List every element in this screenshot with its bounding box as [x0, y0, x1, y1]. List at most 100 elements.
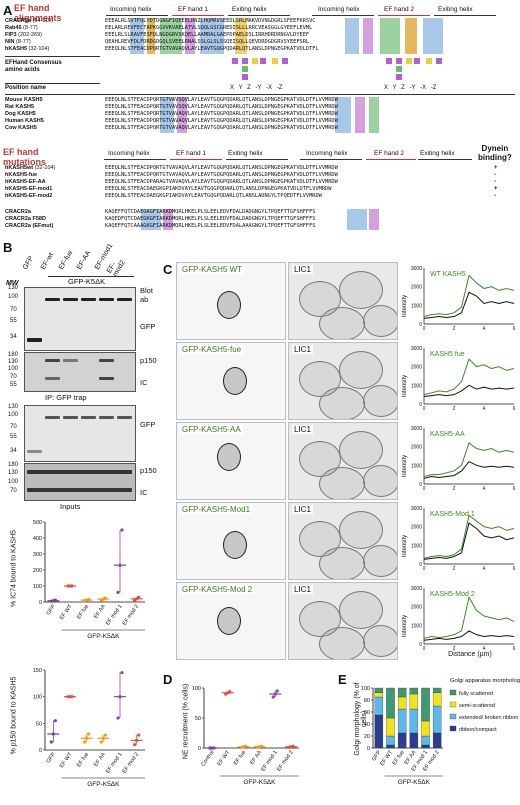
align-cracr-highlights [105, 209, 515, 230]
hdr-incoming-2: Incoming helix [318, 6, 360, 13]
align-top-highlights [105, 18, 515, 54]
blot-ab-label-2: ab [140, 295, 149, 304]
hdr-line-1 [106, 15, 168, 16]
b-p150-point-2-1 [85, 736, 89, 740]
position-cols-1: X Y Z -Y -X -Z [230, 85, 283, 91]
consensus-boxes-2 [386, 58, 446, 82]
b-p150-point-5-2 [137, 733, 141, 737]
c-prof-legend-3: KASH5-Mod 1 [430, 511, 475, 518]
e-bar-1-0 [386, 744, 395, 749]
b-ic74-ytick-label-1: 100 [33, 584, 42, 590]
row-top-4-name: hKASH5 (32-104) [5, 46, 50, 52]
align-species-highlights [105, 97, 515, 133]
b-ic74-point-5-2 [137, 595, 141, 599]
b-p150-point-3-0 [99, 740, 103, 744]
c-prof-xtick-2-3: 6 [513, 486, 516, 492]
c-prof-xtick-1-1: 2 [453, 406, 456, 412]
b-ic74-ytick-label-4: 400 [33, 536, 42, 542]
gfp-label-ip: GFP [140, 322, 156, 331]
e-bar-0-1 [374, 696, 384, 716]
section1-title-line2: alignments [14, 13, 62, 23]
row-top-3-seq: QEAHLREVFDLFDRDGDGQLSVEELRNALSSLGLSLSSQE… [105, 39, 310, 45]
row-mut-4-seq: EEEQLNLSTFEACDAEGKGPIAKDVAYLEAVTGQGPQDAR… [105, 193, 322, 199]
c-prof-xtick-3-0: 0 [423, 566, 426, 572]
b-p150-point-5-1 [135, 738, 139, 742]
d-xtick-label-1: EF WT [217, 749, 232, 767]
hdr-efhand-1: EF hand 1 [178, 6, 208, 13]
row-mut-1-binding: - [494, 172, 496, 178]
row-cracr-2-seq: KAQEFFQTCAAAGKGFIARKDMQRLHKELPLSLEELEDVF… [105, 223, 316, 229]
c-prof-xtick-0-1: 2 [453, 326, 456, 332]
e-bar-4-3 [421, 687, 430, 722]
panel-a-section1-title: EF hand alignments [14, 3, 62, 23]
panel-c-lic1-image-3: LIC1 [288, 502, 398, 580]
b-p150-point-1-2 [70, 695, 74, 699]
e-bar-5-3 [432, 687, 442, 693]
row-species-2-name: Dog KASH5 [5, 111, 36, 117]
b-p150-ytick-label-0: 0 [39, 748, 42, 754]
hdr-exiting-1: Exiting helix [232, 6, 267, 13]
consensus-label: EFHand Consensus amino acids [5, 60, 62, 74]
e-bar-1-1 [386, 735, 395, 746]
e-xtick-label-0: GFP [371, 749, 383, 762]
lane-labels: GFP EF-wt EF-fue EF-AA EF-mod1 EF-mod2 [22, 243, 138, 278]
e-bar-3-0 [409, 732, 419, 749]
panel-c-lic1-label-1: LIC1 [292, 345, 313, 354]
c-prof-ylabel-4: Intensity [402, 615, 408, 637]
mw-mid-1: 130 [8, 359, 19, 365]
consensus-label-2: amino acids [5, 67, 40, 73]
b-p150-point-4-2 [120, 671, 124, 675]
dynein-binding-label: Dynein binding? [478, 144, 512, 162]
hdr-incoming-1: Incoming helix [110, 6, 152, 13]
c-prof-ytick-2-3: 0 [419, 482, 422, 488]
c-prof-green-2 [423, 442, 515, 478]
c-prof-ytick-0-1: 2000 [411, 285, 422, 291]
e-bar-4-0 [421, 744, 430, 749]
chart-e-ylabel: Golgi morphology (% of cells) [354, 682, 368, 756]
row-top-2-seq: EEELRLSLRAVFESFDLNGDGRVSKQELLAAMRALGAEPD… [105, 32, 310, 38]
c-prof-ytick-3-2: 1000 [411, 543, 422, 549]
row-species-2-seq: EEEQLNLSTFEACDPQRTGTVAVAQVLAYLEAVTGQGPQD… [105, 111, 338, 117]
ic-label-input: IC [140, 488, 148, 497]
mw-in-top-2: 70 [10, 424, 17, 430]
mw-mid-0: 180 [8, 352, 19, 358]
chart-b-ic74-ylabel: % IC74 bound to KASH5 [10, 529, 18, 608]
c-prof-ytick-2-2: 1000 [411, 463, 422, 469]
panel-c-lic1-image-4: LIC1 [288, 582, 398, 660]
row-mut-2-name: hKASH5-EF-AA [5, 179, 46, 185]
b-ic74-ytick-label-5: 500 [33, 520, 42, 526]
group-bracket-b [48, 276, 134, 277]
c-prof-xtick-2-0: 0 [423, 486, 426, 492]
b-p150-ytick-label-1: 50 [36, 721, 42, 727]
b-ic74-ytick-label-2: 200 [33, 568, 42, 574]
d-point-4-2 [275, 689, 279, 693]
b-p150-xtick-label-5: EF mod 2 [122, 752, 141, 775]
row-cracr-1-name: CRACR2a F58D [5, 216, 46, 222]
c-prof-legend-1: KASH5 fue [430, 351, 465, 358]
c-prof-ytick-3-1: 2000 [411, 525, 422, 531]
lane-label-2: EF-fue [57, 249, 75, 271]
b-ic74-point-4-1 [118, 563, 122, 567]
c-prof-xtick-4-0: 0 [423, 646, 426, 652]
blot-ab-label: Blot ab [140, 286, 153, 304]
e-bar-2-2 [397, 696, 407, 710]
p150-label-ip: p150 [140, 356, 157, 365]
species-divider [5, 94, 515, 95]
row-top-3-name: NIN (8-77) [5, 39, 31, 45]
e-ytick-label-4: 80 [364, 698, 370, 704]
b-ic74-ytick-label-0: 0 [39, 600, 42, 606]
c-prof-ylabel-2: Intensity [402, 455, 408, 477]
row-top-0-seq: EEEALRLSVTFQLYDTDGNGFIQEEELRNILHQMRVSEED… [105, 18, 316, 24]
c-prof-xtick-1-2: 4 [483, 406, 486, 412]
c-prof-ytick-4-2: 1000 [411, 623, 422, 629]
b-ic74-point-0-2 [53, 598, 57, 602]
b-p150-point-2-0 [83, 740, 87, 744]
e-xtick-label-2: EF fue [392, 750, 406, 767]
panel-c-lic1-image-1: LIC1 [288, 342, 398, 420]
b-ic74-point-3-2 [103, 596, 107, 600]
e-ytick-label-2: 40 [364, 722, 370, 728]
row-cracr-1-seq: KAQEDFQTCDAEGKGFIARKDMQRLHKELPLSLEELEDVF… [105, 216, 316, 222]
row-mut-3-seq: EEEQLNLSTFEACDAEGKGPIAKDVAYLEAVTGQGPQDAR… [105, 186, 332, 192]
row-mut-0-binding: + [494, 165, 498, 171]
